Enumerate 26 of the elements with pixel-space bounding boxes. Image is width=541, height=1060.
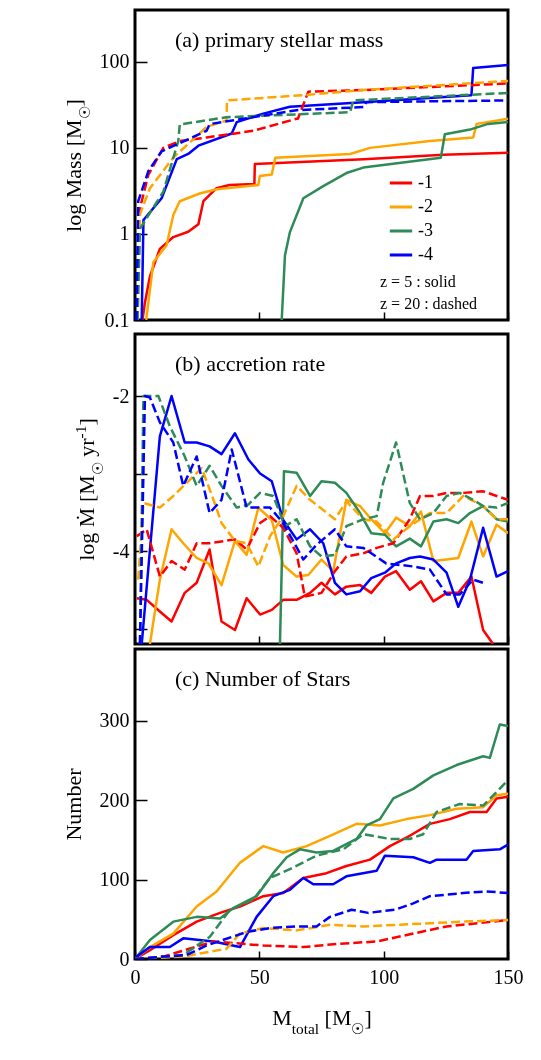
y-tick-label: 100 [99,868,130,891]
legend-label: -3 [418,220,433,240]
x-tick-label: 50 [249,965,270,988]
text: (c) Number of Stars [175,666,351,691]
y-tick-label: 0 [119,947,130,970]
text: (b) accretion rate [175,351,326,376]
y-tick-label: 300 [99,709,130,732]
x-axis-title: M$_{total}$ [M$_{☉}$] [272,1004,372,1036]
legend-label: -2 [418,196,433,216]
y-tick-label: 100 [99,50,130,73]
legend-label: -4 [418,244,433,264]
y-tick-label: 200 [99,788,130,811]
annotation: z = 20 : dashed [380,295,477,312]
y-tick-label: -2 [112,384,130,407]
y-tick-label: 0.1 [104,308,130,331]
x-tick-label: 150 [493,965,524,988]
annotation: z = 5 : solid [380,273,456,290]
legend-label: -1 [418,172,433,192]
line-series [280,120,508,320]
y-axis-title: Number [60,767,86,841]
text: (a) primary stellar mass [175,27,384,52]
y-tick-label: -4 [112,539,130,562]
line-series [141,151,508,320]
y-tick-label: 1 [119,222,130,245]
x-tick-label: 100 [369,965,400,988]
y-tick-label: 10 [109,136,130,159]
